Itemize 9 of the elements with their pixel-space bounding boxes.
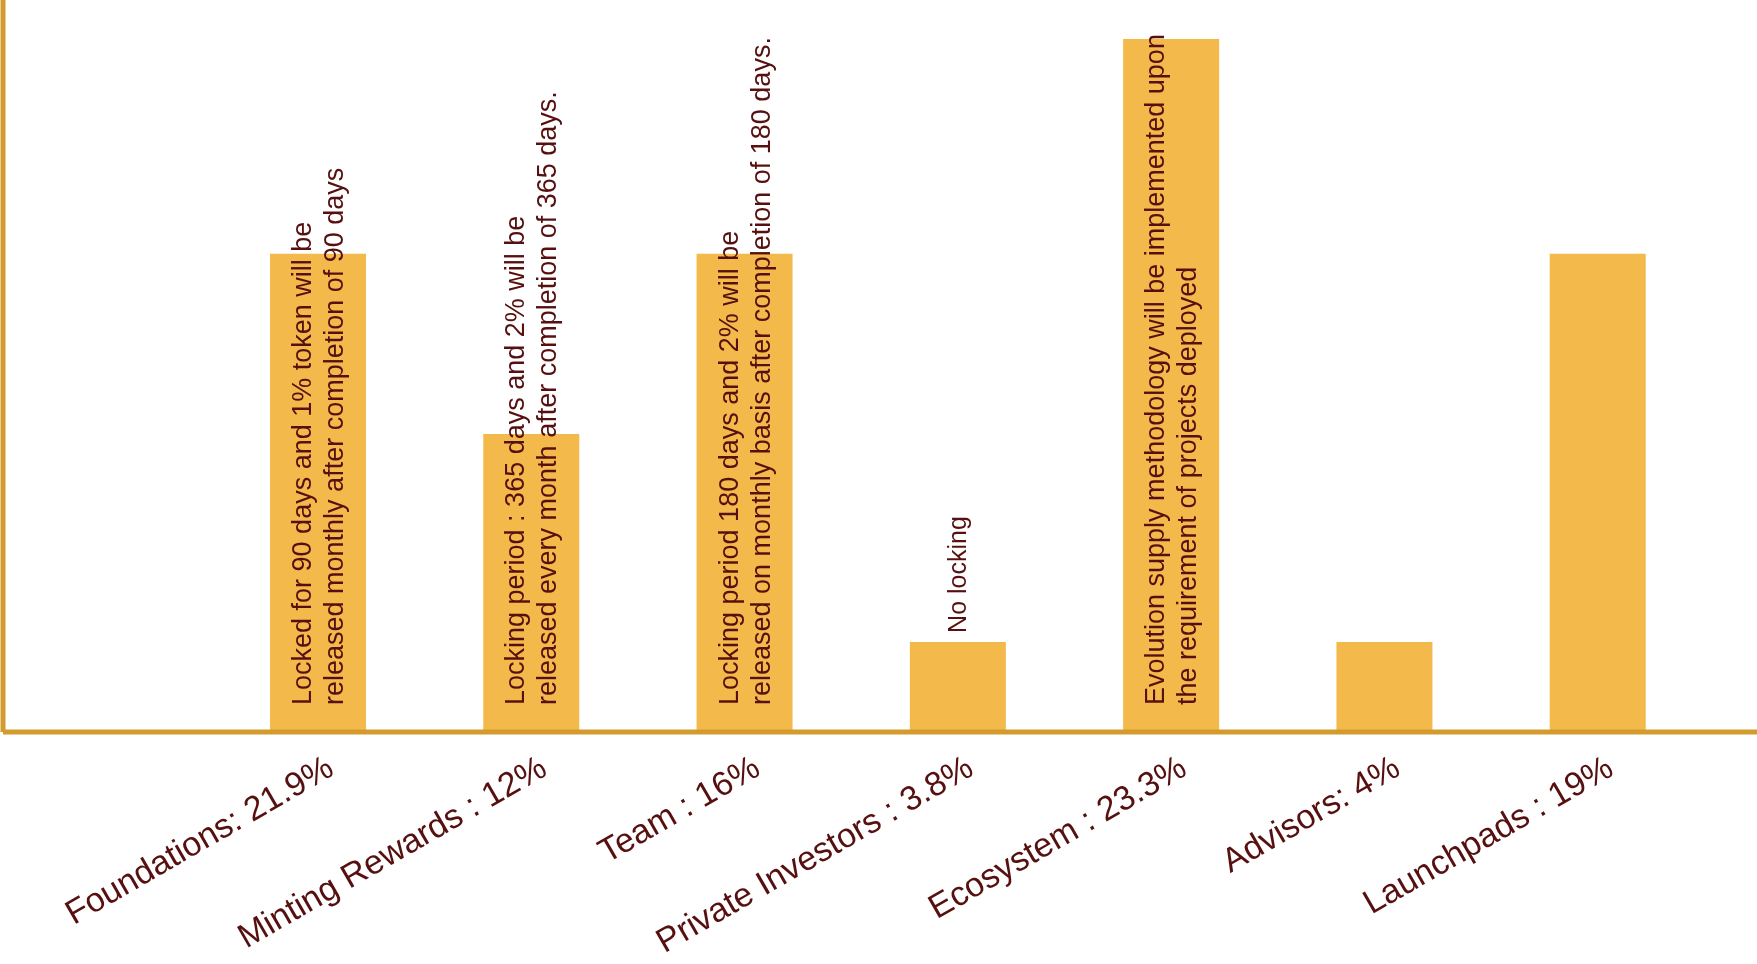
annotation: Evolution supply methodology will be implemented upon the requirement of projects deployed [1140,34,1203,705]
bar [909,641,1006,732]
annotation: Locking period : 365 days and 2% will be released every month after completion of 365 days. [500,91,563,705]
bar [1336,641,1433,732]
x-tick-label: Team : 16% [591,747,766,870]
annotation: No locking [943,516,972,633]
annotation: Locking period 180 days and 2% will be released on monthly basis after completion of 180 days. [713,37,776,705]
bar [1549,253,1646,732]
annotation: Locked for 90 days and 1% token will be released monthly after completion of 90 days [287,167,350,705]
